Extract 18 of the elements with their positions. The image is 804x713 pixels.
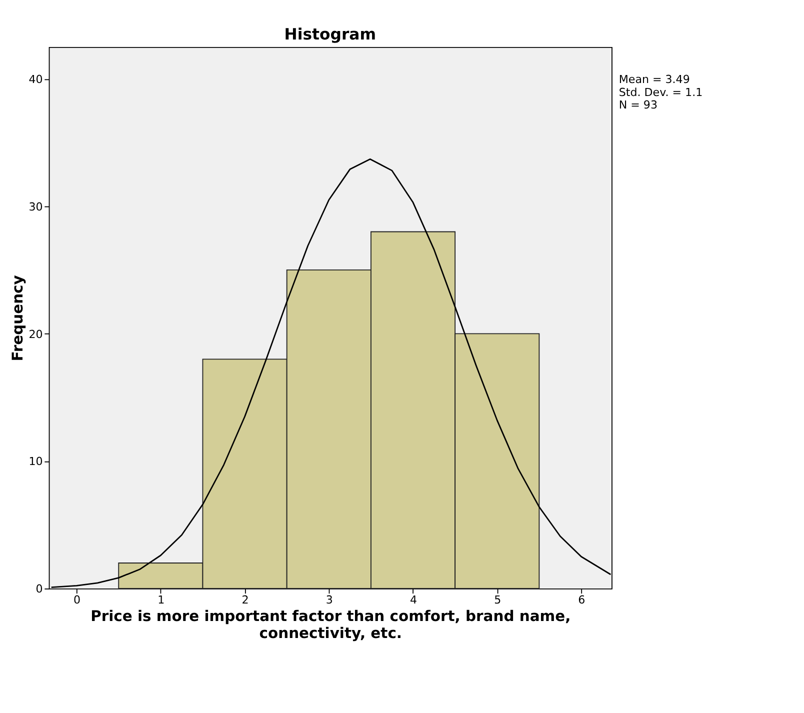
y-tick-label: 0 <box>36 582 43 596</box>
chart-title: Histogram <box>284 24 376 44</box>
x-tick-label: 5 <box>494 594 502 607</box>
x-tick-label: 4 <box>410 594 417 607</box>
y-tick-label: 10 <box>28 455 43 468</box>
text: Mean = 3.49 <box>618 72 690 86</box>
x-tick-label: 0 <box>74 594 81 607</box>
x-tick-label: 3 <box>326 594 333 607</box>
y-tick-label: 40 <box>28 72 43 86</box>
x-axis-title: Price is more important factor than comfort, brand name, connectivity, etc. <box>90 608 571 642</box>
x-tick-label: 6 <box>578 594 586 607</box>
text: Std. Dev. = 1.1 <box>618 86 703 99</box>
x-tick-label: 2 <box>242 594 249 607</box>
y-axis-title: Frequency <box>9 274 26 362</box>
y-tick-label: 30 <box>28 200 43 214</box>
x-tick-label: 1 <box>158 594 165 607</box>
text: N = 93 <box>618 98 658 112</box>
y-tick-label: 20 <box>28 328 43 341</box>
